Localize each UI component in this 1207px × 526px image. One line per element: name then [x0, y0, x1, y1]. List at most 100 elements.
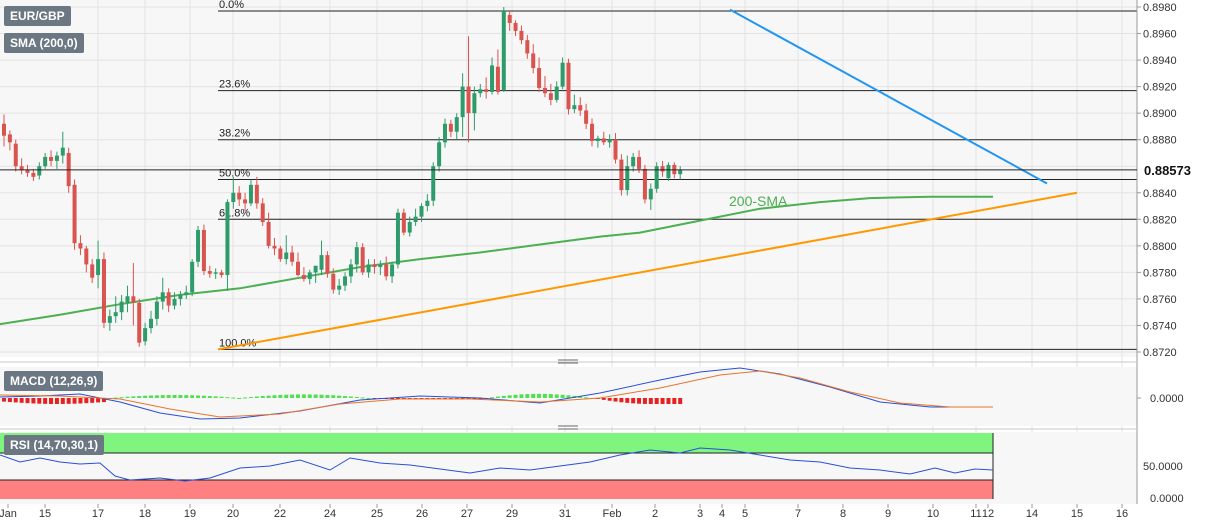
- time-tick-label: 8: [840, 508, 846, 520]
- macd-histogram-bar: [631, 398, 636, 404]
- price-tick-label: 0.8820: [1143, 214, 1177, 226]
- macd-histogram-bar: [37, 398, 42, 404]
- macd-histogram-bar: [537, 393, 542, 398]
- candle-body: [513, 22, 518, 31]
- candle-body: [401, 212, 406, 233]
- candle-body: [548, 93, 553, 100]
- time-tick-label: 27: [461, 508, 473, 520]
- macd-histogram-bar: [278, 394, 283, 398]
- macd-histogram-bar: [248, 396, 253, 398]
- candle-body: [325, 255, 330, 274]
- macd-histogram-bar: [49, 398, 54, 404]
- resize-handle-icon[interactable]: [558, 359, 578, 364]
- rsi-tick-label: 50.0000: [1143, 461, 1183, 473]
- fib-level-label: 23.6%: [219, 79, 250, 91]
- macd-histogram-bar: [207, 396, 212, 398]
- price-tick-label: 0.8800: [1143, 241, 1177, 253]
- macd-histogram-bar: [642, 398, 647, 404]
- time-tick-label: Jan: [0, 508, 17, 520]
- time-tick-label: 15: [39, 508, 51, 520]
- time-tick-label: 14: [1026, 508, 1038, 520]
- candle-body: [54, 155, 59, 161]
- current-price-label: 0.88573: [1144, 163, 1191, 178]
- candle-body: [595, 138, 600, 142]
- resize-handle-icon[interactable]: [558, 425, 578, 430]
- macd-histogram-bar: [184, 395, 189, 398]
- candle-body: [13, 143, 18, 167]
- candle-body: [425, 200, 430, 207]
- sma-legend-badge[interactable]: SMA (200,0): [4, 33, 84, 53]
- macd-histogram-bar: [507, 395, 512, 398]
- macd-histogram-bar: [72, 398, 77, 404]
- candle-body: [154, 301, 159, 319]
- candle-body: [413, 216, 418, 222]
- macd-histogram-bar: [325, 394, 330, 398]
- macd-histogram-bar: [542, 393, 547, 398]
- candle-body: [484, 89, 489, 92]
- macd-histogram-bar: [319, 394, 324, 398]
- candle-body: [507, 14, 512, 23]
- macd-legend-badge[interactable]: MACD (12,26,9): [4, 371, 104, 391]
- time-tick-label: 15: [1071, 508, 1083, 520]
- macd-histogram-bar: [137, 396, 142, 398]
- candle-body: [196, 229, 201, 262]
- candle-body: [625, 166, 630, 191]
- time-tick-label: 16: [1116, 508, 1128, 520]
- price-tick-label: 0.8720: [1143, 347, 1177, 359]
- candle-body: [448, 123, 453, 132]
- rsi-legend-badge[interactable]: RSI (14,70,30,1): [4, 435, 105, 455]
- candle-body: [501, 10, 506, 91]
- macd-histogram-bar: [331, 395, 336, 398]
- candle-body: [96, 259, 101, 276]
- candle-body: [490, 65, 495, 92]
- macd-histogram-bar: [101, 398, 106, 403]
- price-tick-label: 0.8920: [1143, 82, 1177, 94]
- resistance-trendline: [729, 8, 1048, 185]
- macd-histogram-bar: [25, 398, 30, 404]
- candle-body: [554, 86, 559, 100]
- candle-body: [431, 166, 436, 201]
- candle-body: [231, 192, 236, 203]
- macd-histogram-bar: [160, 395, 165, 398]
- candle-body: [642, 168, 647, 200]
- candle-body: [49, 156, 54, 161]
- candle-body: [519, 30, 524, 41]
- macd-histogram-bar: [619, 398, 624, 403]
- rsi-line: [0, 447, 994, 482]
- macd-histogram-bar: [554, 394, 559, 398]
- time-tick-label: 10: [927, 508, 939, 520]
- candle-body: [213, 272, 218, 274]
- candle-body: [578, 105, 583, 111]
- macd-histogram-bar: [43, 398, 48, 404]
- candle-body: [637, 156, 642, 169]
- macd-histogram-bar: [254, 396, 259, 398]
- macd-histogram-bar: [519, 394, 524, 398]
- rsi-tick-label: 0.0000: [1150, 493, 1184, 505]
- macd-histogram-bar: [143, 395, 148, 398]
- macd-histogram-bar: [196, 395, 201, 398]
- macd-histogram-bar: [366, 398, 371, 399]
- macd-histogram-bar: [395, 398, 400, 400]
- time-tick-label: 20: [227, 508, 239, 520]
- time-tick-label: 22: [274, 508, 286, 520]
- time-tick-label: 11: [970, 508, 981, 520]
- price-axis: 0.8720 0.8740 0.8760 0.8780 0.8800 0.8820 0.88…: [0, 0, 1191, 504]
- fib-level-label: 61.8%: [219, 207, 250, 219]
- macd-histogram-bar: [231, 397, 236, 399]
- candle-body: [207, 271, 212, 274]
- candle-body: [307, 272, 312, 280]
- macd-histogram-bar: [78, 398, 83, 404]
- macd-histogram-bar: [60, 398, 65, 404]
- fib-level-label: 0.0%: [219, 0, 244, 11]
- candle-body: [590, 123, 594, 142]
- macd-histogram-bar: [154, 395, 159, 398]
- candle-body: [531, 53, 536, 69]
- macd-histogram-bar: [284, 394, 289, 398]
- candle-body: [72, 184, 77, 244]
- macd-histogram-bar: [525, 394, 530, 398]
- symbol-badge[interactable]: EUR/GBP: [4, 6, 71, 26]
- candle-body: [566, 62, 571, 110]
- macd-histogram-bar: [131, 396, 136, 398]
- candle-body: [190, 261, 195, 293]
